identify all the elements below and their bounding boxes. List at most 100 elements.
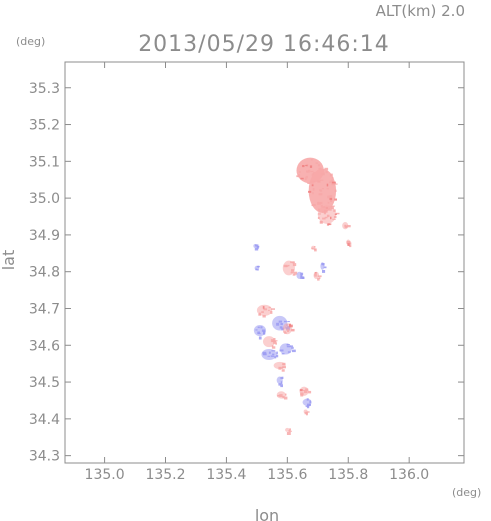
echo-pixel: [305, 175, 308, 179]
echo-pixel: [257, 331, 260, 334]
echo-pixel: [334, 213, 337, 216]
echo-pixel: [314, 273, 317, 277]
echo-pixel: [287, 264, 290, 267]
echo-pixel: [304, 412, 308, 415]
echo-pixel: [282, 395, 285, 399]
echo-pixel: [256, 269, 259, 271]
echo-pixel: [309, 400, 311, 404]
echo-pixel: [287, 329, 290, 333]
x-tick-label: 135.0: [85, 467, 125, 483]
echo-pixel: [326, 188, 329, 190]
echo-pixel: [279, 349, 284, 352]
echo-pixel: [292, 349, 296, 353]
echo-pixel: [344, 225, 348, 229]
echo-pixel: [326, 183, 329, 187]
echo-pixel: [333, 209, 336, 212]
echo-pixel: [286, 432, 291, 435]
echo-pixel: [314, 272, 317, 274]
echo-pixel: [334, 189, 337, 192]
y-tick-label: 34.4: [29, 412, 60, 428]
echo-pixel: [279, 394, 283, 397]
echo-pixel: [330, 216, 332, 220]
echo-region: [253, 325, 267, 337]
echo-pixel: [307, 411, 310, 413]
echo-pixel: [349, 244, 352, 248]
altitude-label: ALT(km) 2.0: [376, 2, 465, 20]
y-axis-label: lat: [0, 250, 18, 271]
echo-pixel: [318, 193, 323, 196]
echo-pixel: [331, 183, 336, 186]
echo-pixel: [324, 216, 328, 219]
echo-pixel: [276, 351, 278, 355]
echo-pixel: [279, 326, 283, 329]
echo-pixel: [268, 309, 270, 311]
echo-pixel: [318, 208, 320, 211]
echo-pixel: [282, 362, 286, 365]
echo-pixel: [307, 403, 311, 407]
echo-pixel: [318, 167, 322, 170]
echo-pixel: [319, 190, 323, 192]
echo-pixel: [281, 353, 285, 355]
echo-pixel: [331, 181, 336, 184]
echo-pixel: [287, 351, 291, 353]
echo-pixel: [289, 345, 293, 347]
echo-pixel: [301, 277, 304, 279]
echo-pixel: [322, 217, 326, 220]
echo-pixel: [284, 332, 287, 334]
echo-pixel: [254, 247, 259, 251]
echo-pixel: [347, 243, 350, 246]
echo-pixel: [271, 308, 275, 310]
echo-pixel: [312, 204, 316, 206]
echo-pixel: [317, 217, 320, 219]
y-tick-label: 34.7: [29, 301, 60, 317]
echo-pixel: [314, 248, 317, 252]
echo-pixel: [270, 355, 275, 357]
echo-pixel: [327, 223, 331, 226]
echo-pixel: [324, 167, 329, 171]
echo-pixel: [272, 340, 276, 342]
echo-pixel: [328, 208, 332, 211]
echo-pixel: [321, 188, 324, 190]
echo-pixel: [305, 164, 308, 167]
echo-pixel: [289, 428, 291, 431]
echo-pixel: [302, 165, 305, 168]
echo-pixel: [331, 176, 334, 179]
echo-pixel: [317, 278, 320, 281]
echo-pixel: [304, 390, 308, 394]
echo-pixel: [262, 351, 267, 355]
y-tick-label: 34.6: [29, 338, 60, 354]
echo-pixel: [307, 182, 311, 184]
echo-pixel: [300, 177, 304, 180]
x-tick-label: 135.6: [267, 467, 307, 483]
echo-pixel: [271, 350, 276, 352]
echo-pixel: [300, 392, 304, 396]
echo-pixel: [319, 189, 322, 191]
echo-pixel: [293, 271, 298, 275]
echo-pixel: [277, 395, 281, 397]
echo-pixel: [268, 306, 271, 309]
echo-pixel: [323, 266, 327, 269]
echo-pixel: [311, 247, 314, 250]
echo-pixel: [271, 345, 274, 347]
echo-pixel: [283, 264, 288, 268]
echo-pixel: [317, 164, 320, 167]
echo-pixel: [314, 246, 316, 248]
echo-pixel: [327, 195, 330, 199]
echo-pixel: [286, 345, 291, 348]
echo-pixel: [263, 331, 266, 334]
echo-pixel: [284, 396, 288, 400]
echo-pixel: [257, 265, 260, 268]
echo-pixel: [329, 195, 333, 198]
echo-pixel: [274, 356, 277, 359]
y-tick-label: 34.8: [29, 265, 60, 281]
echo-pixel: [282, 366, 286, 369]
echo-pixel: [273, 340, 278, 342]
x-tick-label: 135.8: [328, 467, 368, 483]
echo-pixel: [258, 313, 261, 316]
y-tick-label: 35.1: [29, 154, 60, 170]
echo-pixel: [272, 353, 275, 355]
echo-pixel: [273, 338, 276, 341]
echo-pixel: [329, 181, 332, 184]
echo-pixel: [311, 184, 314, 187]
